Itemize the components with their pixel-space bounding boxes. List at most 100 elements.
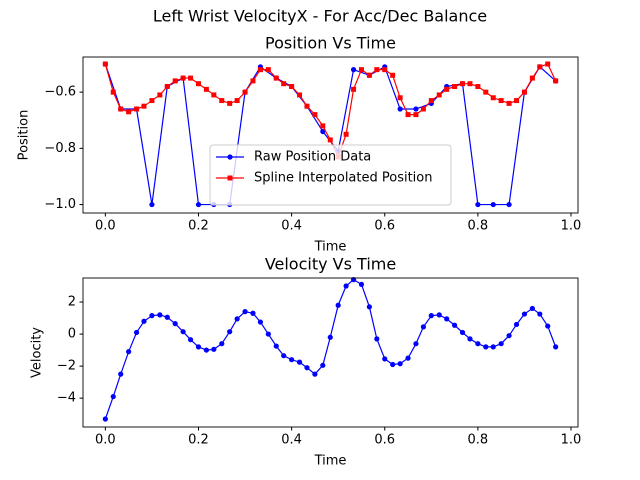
marker	[498, 98, 504, 104]
marker	[265, 67, 271, 73]
marker	[366, 304, 372, 310]
marker	[180, 75, 186, 81]
marker	[475, 201, 481, 208]
axes-frame	[82, 56, 579, 214]
x-tick-label: 0.4	[281, 433, 302, 448]
marker	[513, 321, 520, 328]
marker	[397, 95, 403, 101]
marker	[374, 67, 380, 73]
marker	[126, 349, 132, 355]
marker	[467, 81, 473, 87]
marker	[149, 313, 155, 319]
marker	[413, 341, 419, 347]
marker	[358, 67, 364, 73]
y-axis-label: Velocity	[30, 327, 45, 378]
marker	[382, 356, 388, 362]
y-tick-label: 0	[68, 327, 76, 342]
marker	[483, 89, 489, 95]
marker	[521, 311, 528, 317]
marker	[242, 309, 248, 315]
marker	[219, 341, 225, 347]
marker	[312, 112, 318, 118]
axes-title: Velocity Vs Time	[265, 255, 396, 274]
marker	[195, 201, 202, 208]
x-tick-label: 1.0	[561, 433, 582, 448]
series-line	[104, 278, 557, 420]
axes-title: Position Vs Time	[265, 34, 396, 53]
x-tick-label: 0.8	[468, 433, 489, 448]
marker	[490, 201, 496, 208]
marker	[428, 98, 434, 104]
marker	[506, 333, 512, 339]
marker	[529, 305, 535, 312]
x-tick-label: 1.0	[561, 219, 582, 234]
marker	[529, 75, 535, 81]
marker	[211, 346, 217, 352]
marker	[164, 84, 170, 90]
marker	[149, 201, 155, 208]
marker	[420, 106, 426, 112]
marker	[420, 324, 426, 330]
marker	[506, 201, 512, 208]
marker	[242, 89, 248, 95]
marker	[257, 319, 264, 325]
marker	[545, 323, 551, 329]
marker	[126, 109, 132, 115]
marker	[405, 355, 411, 361]
marker	[141, 318, 147, 324]
marker	[405, 112, 411, 118]
marker	[320, 123, 326, 129]
marker	[102, 416, 108, 422]
marker	[234, 98, 240, 104]
marker	[227, 154, 233, 160]
marker	[537, 311, 543, 317]
marker	[343, 283, 349, 289]
marker	[227, 100, 233, 106]
marker	[134, 106, 140, 112]
marker	[452, 84, 458, 90]
marker	[397, 361, 403, 367]
marker	[358, 281, 365, 288]
marker	[273, 343, 279, 349]
marker	[390, 72, 396, 78]
marker	[234, 316, 240, 322]
marker	[265, 331, 271, 337]
marker	[475, 84, 481, 90]
marker	[304, 365, 310, 371]
marker	[296, 359, 303, 365]
marker	[195, 81, 201, 87]
marker	[110, 393, 116, 400]
marker	[149, 98, 155, 104]
legend-label: Spline Interpolated Position	[254, 171, 433, 186]
marker	[281, 81, 287, 87]
marker	[327, 334, 333, 340]
marker	[304, 103, 310, 109]
marker	[219, 98, 225, 104]
marker	[203, 347, 210, 353]
marker	[413, 112, 419, 118]
marker	[250, 78, 256, 84]
marker	[390, 361, 396, 368]
marker	[553, 78, 559, 84]
marker	[172, 78, 178, 84]
marker	[537, 64, 543, 70]
x-tick-label: 0.6	[374, 433, 395, 448]
marker	[312, 371, 318, 377]
marker	[451, 322, 458, 328]
marker	[157, 312, 163, 318]
axes-frame	[82, 277, 579, 428]
marker	[366, 72, 372, 78]
legend-box	[209, 144, 452, 206]
marker	[320, 362, 326, 368]
marker	[110, 89, 116, 95]
marker	[227, 175, 233, 181]
marker	[335, 302, 341, 308]
marker	[227, 329, 233, 335]
marker	[211, 92, 217, 98]
y-tick-label: −0.8	[44, 141, 76, 156]
marker	[444, 316, 450, 322]
marker	[133, 329, 140, 336]
marker	[203, 86, 209, 92]
marker	[436, 312, 442, 318]
marker	[118, 371, 124, 377]
